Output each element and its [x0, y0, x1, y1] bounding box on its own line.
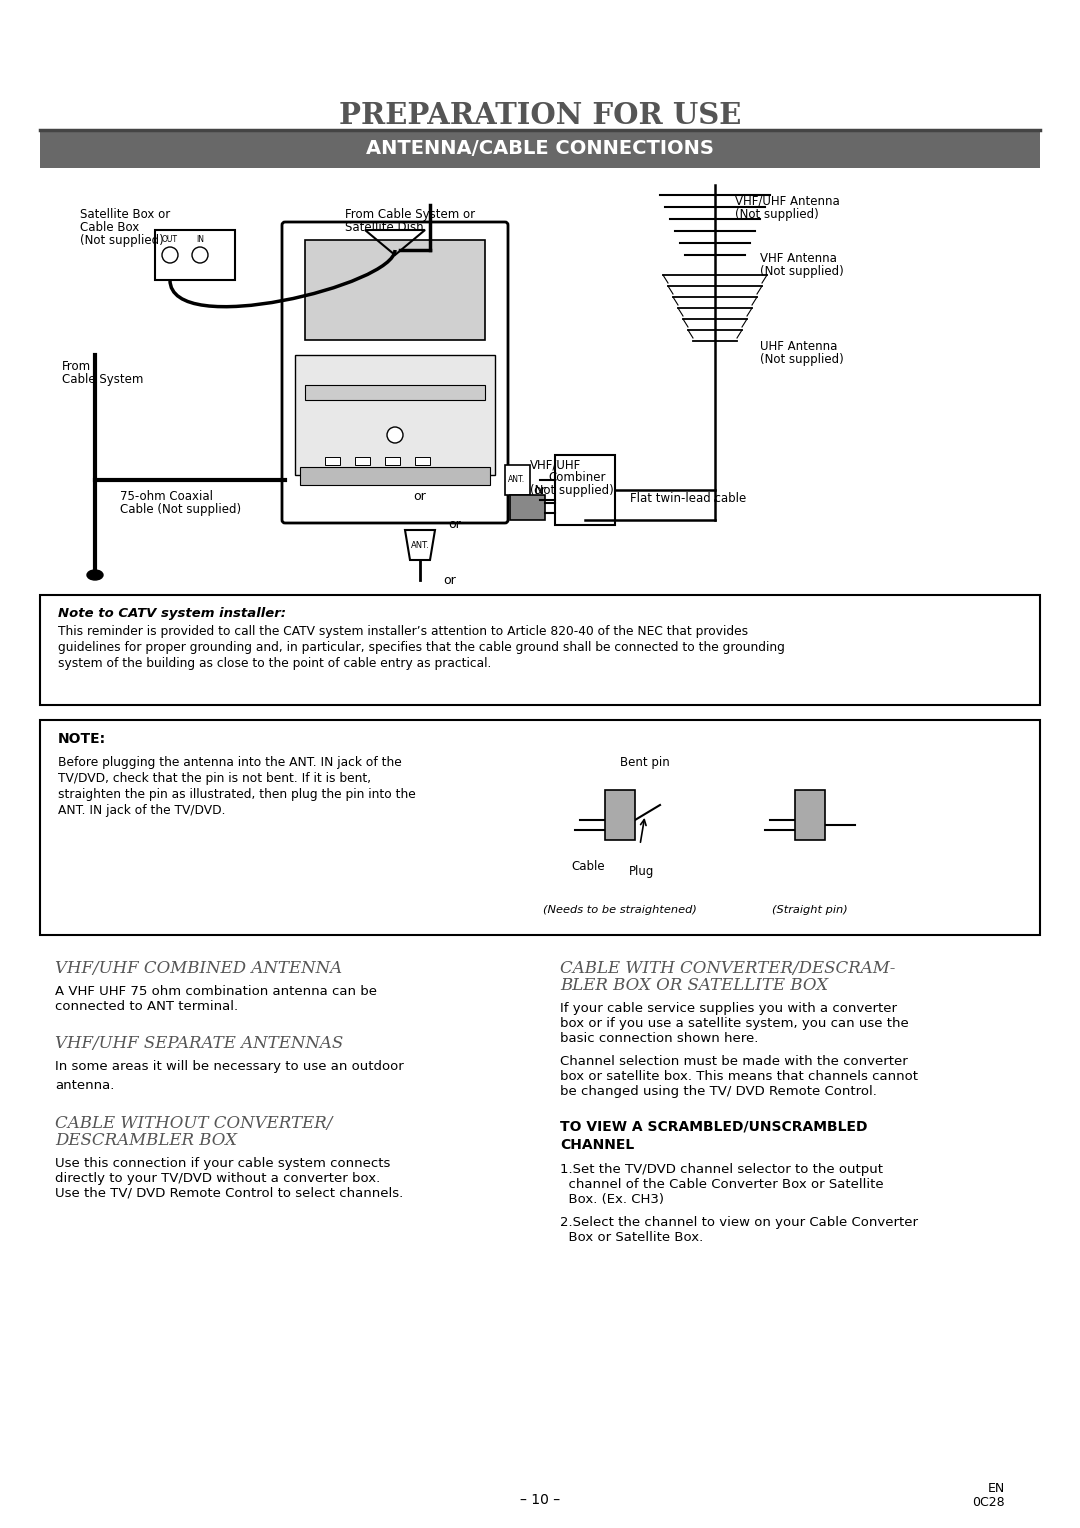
- Text: Cable System: Cable System: [62, 373, 144, 387]
- Text: Note to CATV system installer:: Note to CATV system installer:: [58, 607, 286, 620]
- Circle shape: [387, 426, 403, 443]
- Text: ANT.: ANT.: [410, 541, 430, 550]
- Text: ANT.: ANT.: [509, 475, 526, 484]
- Text: connected to ANT terminal.: connected to ANT terminal.: [55, 999, 238, 1013]
- Text: 0C28: 0C28: [972, 1496, 1005, 1510]
- Text: CHANNEL: CHANNEL: [561, 1138, 634, 1152]
- Bar: [605, 790, 635, 840]
- Bar: [295, 354, 495, 475]
- Text: Box or Satellite Box.: Box or Satellite Box.: [561, 1232, 703, 1244]
- Text: Box. (Ex. CH3): Box. (Ex. CH3): [561, 1193, 664, 1206]
- Text: From: From: [62, 361, 91, 373]
- Text: EN: EN: [988, 1482, 1005, 1494]
- Text: (Not supplied): (Not supplied): [760, 353, 843, 367]
- Text: basic connection shown here.: basic connection shown here.: [561, 1031, 758, 1045]
- Text: Combiner: Combiner: [548, 471, 606, 484]
- Text: Channel selection must be made with the converter: Channel selection must be made with the …: [561, 1054, 908, 1068]
- Circle shape: [192, 248, 208, 263]
- Bar: [305, 240, 485, 341]
- Text: channel of the Cable Converter Box or Satellite: channel of the Cable Converter Box or Sa…: [561, 1178, 883, 1190]
- Text: BLER BOX OR SATELLITE BOX: BLER BOX OR SATELLITE BOX: [561, 976, 828, 995]
- Text: VHF/UHF Antenna: VHF/UHF Antenna: [735, 196, 840, 208]
- Text: VHF Antenna: VHF Antenna: [760, 252, 837, 264]
- Text: DESCRAMBLER BOX: DESCRAMBLER BOX: [55, 1132, 237, 1149]
- Text: 2.Select the channel to view on your Cable Converter: 2.Select the channel to view on your Cab…: [561, 1216, 918, 1229]
- Text: Before plugging the antenna into the ANT. IN jack of the: Before plugging the antenna into the ANT…: [58, 756, 402, 769]
- Text: Use the TV/ DVD Remote Control to select channels.: Use the TV/ DVD Remote Control to select…: [55, 1187, 403, 1199]
- Text: Plug: Plug: [630, 865, 654, 879]
- Ellipse shape: [87, 570, 103, 581]
- Text: 75-ohm Coaxial: 75-ohm Coaxial: [120, 490, 213, 503]
- Text: (Not supplied): (Not supplied): [530, 484, 613, 497]
- Text: Flat twin-lead cable: Flat twin-lead cable: [630, 492, 746, 504]
- Text: or: or: [444, 573, 457, 587]
- Text: VHF/UHF COMBINED ANTENNA: VHF/UHF COMBINED ANTENNA: [55, 960, 342, 976]
- Text: Satellite Box or: Satellite Box or: [80, 208, 171, 222]
- Text: box or satellite box. This means that channels cannot: box or satellite box. This means that ch…: [561, 1070, 918, 1083]
- Text: guidelines for proper grounding and, in particular, specifies that the cable gro: guidelines for proper grounding and, in …: [58, 642, 785, 654]
- Text: box or if you use a satellite system, you can use the: box or if you use a satellite system, yo…: [561, 1018, 908, 1030]
- Text: TO VIEW A SCRAMBLED/UNSCRAMBLED: TO VIEW A SCRAMBLED/UNSCRAMBLED: [561, 1120, 867, 1134]
- Text: IN: IN: [195, 235, 204, 244]
- Text: Use this connection if your cable system connects: Use this connection if your cable system…: [55, 1157, 390, 1170]
- Text: From Cable System or: From Cable System or: [345, 208, 475, 222]
- Text: directly to your TV/DVD without a converter box.: directly to your TV/DVD without a conver…: [55, 1172, 380, 1186]
- Bar: [555, 455, 615, 526]
- Bar: [795, 790, 825, 840]
- Text: (Not supplied): (Not supplied): [735, 208, 819, 222]
- Text: Cable Box: Cable Box: [80, 222, 139, 234]
- Text: NOTE:: NOTE:: [58, 732, 106, 746]
- Text: 1.Set the TV/DVD channel selector to the output: 1.Set the TV/DVD channel selector to the…: [561, 1163, 883, 1177]
- Bar: [40, 594, 1040, 704]
- Text: straighten the pin as illustrated, then plug the pin into the: straighten the pin as illustrated, then …: [58, 788, 416, 801]
- Text: ANTENNA/CABLE CONNECTIONS: ANTENNA/CABLE CONNECTIONS: [366, 139, 714, 159]
- FancyBboxPatch shape: [282, 222, 508, 523]
- Bar: [505, 465, 530, 495]
- Polygon shape: [405, 530, 435, 559]
- Bar: [156, 231, 235, 280]
- Text: In some areas it will be necessary to use an outdoor
antenna.: In some areas it will be necessary to us…: [55, 1060, 404, 1093]
- Text: TV/DVD, check that the pin is not bent. If it is bent,: TV/DVD, check that the pin is not bent. …: [58, 772, 372, 785]
- Text: or: or: [448, 518, 461, 532]
- Bar: [300, 468, 490, 484]
- Text: or: or: [414, 490, 427, 504]
- Bar: [355, 457, 370, 465]
- Text: UHF Antenna: UHF Antenna: [760, 341, 837, 353]
- Circle shape: [162, 248, 178, 263]
- Text: – 10 –: – 10 –: [519, 1493, 561, 1507]
- Text: (Not supplied): (Not supplied): [80, 234, 164, 248]
- Text: Satellite Dish: Satellite Dish: [345, 222, 423, 234]
- Text: CABLE WITHOUT CONVERTER/: CABLE WITHOUT CONVERTER/: [55, 1115, 333, 1132]
- Text: be changed using the TV/ DVD Remote Control.: be changed using the TV/ DVD Remote Cont…: [561, 1085, 877, 1099]
- Text: (Not supplied): (Not supplied): [760, 264, 843, 278]
- Bar: [415, 457, 430, 465]
- Text: A VHF UHF 75 ohm combination antenna can be: A VHF UHF 75 ohm combination antenna can…: [55, 986, 377, 998]
- Text: Cable (Not supplied): Cable (Not supplied): [120, 503, 241, 516]
- Text: VHF/UHF: VHF/UHF: [530, 458, 581, 471]
- Bar: [305, 385, 485, 400]
- Text: Bent pin: Bent pin: [620, 756, 670, 769]
- Bar: [40, 130, 1040, 168]
- Text: Cable: Cable: [571, 860, 605, 872]
- Text: or: or: [534, 483, 546, 497]
- Text: This reminder is provided to call the CATV system installer’s attention to Artic: This reminder is provided to call the CA…: [58, 625, 748, 639]
- Text: (Straight pin): (Straight pin): [772, 905, 848, 915]
- Text: ANT. IN jack of the TV/DVD.: ANT. IN jack of the TV/DVD.: [58, 804, 226, 817]
- Bar: [325, 457, 340, 465]
- Bar: [40, 720, 1040, 935]
- Text: PREPARATION FOR USE: PREPARATION FOR USE: [339, 101, 741, 130]
- Text: system of the building as close to the point of cable entry as practical.: system of the building as close to the p…: [58, 657, 491, 669]
- Text: OUT: OUT: [162, 235, 178, 244]
- Text: If your cable service supplies you with a converter: If your cable service supplies you with …: [561, 1002, 897, 1015]
- Text: CABLE WITH CONVERTER/DESCRAM-: CABLE WITH CONVERTER/DESCRAM-: [561, 960, 895, 976]
- Bar: [510, 495, 545, 520]
- Bar: [384, 457, 400, 465]
- Text: (Needs to be straightened): (Needs to be straightened): [543, 905, 697, 915]
- Text: VHF/UHF SEPARATE ANTENNAS: VHF/UHF SEPARATE ANTENNAS: [55, 1034, 343, 1051]
